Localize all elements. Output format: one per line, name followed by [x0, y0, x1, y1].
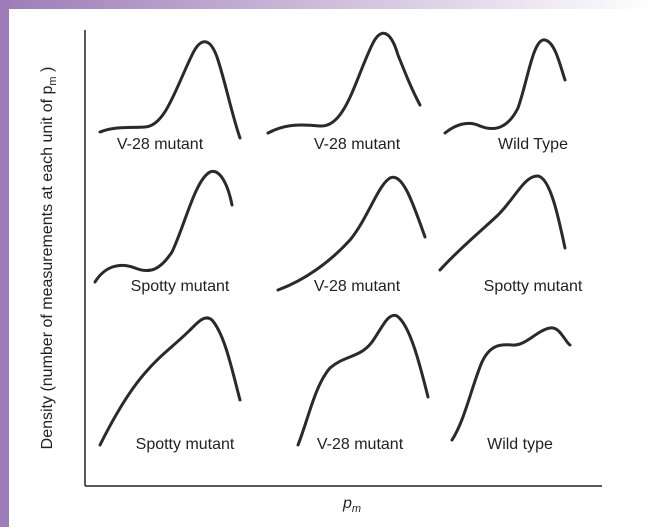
- panel-label: Spotty mutant: [484, 278, 583, 295]
- curve: [93, 169, 234, 284]
- curve: [296, 313, 430, 447]
- curve: [438, 174, 567, 272]
- panel-label: V-28 mutant: [317, 436, 404, 453]
- panel-labels: V-28 mutant V-28 mutant Wild Type Spotty…: [117, 136, 583, 453]
- panel-label: V-28 mutant: [314, 278, 401, 295]
- curve: [450, 326, 572, 442]
- panel-label: Spotty mutant: [131, 278, 230, 295]
- curve: [443, 38, 567, 135]
- curves: [93, 32, 572, 447]
- curve: [276, 175, 427, 292]
- panel-label: V-28 mutant: [314, 136, 401, 153]
- curve: [266, 32, 422, 135]
- panel-label: V-28 mutant: [117, 136, 204, 153]
- side-bar: [0, 0, 9, 527]
- panel-label: Spotty mutant: [136, 436, 235, 453]
- curve: [98, 316, 242, 447]
- y-axis-label: Density (number of measurements at each …: [39, 67, 59, 450]
- top-bar: [0, 0, 655, 9]
- x-axis-label: pm: [342, 495, 361, 515]
- panel-label: Wild type: [487, 436, 553, 453]
- curve: [98, 40, 242, 140]
- panel-label: Wild Type: [498, 136, 568, 153]
